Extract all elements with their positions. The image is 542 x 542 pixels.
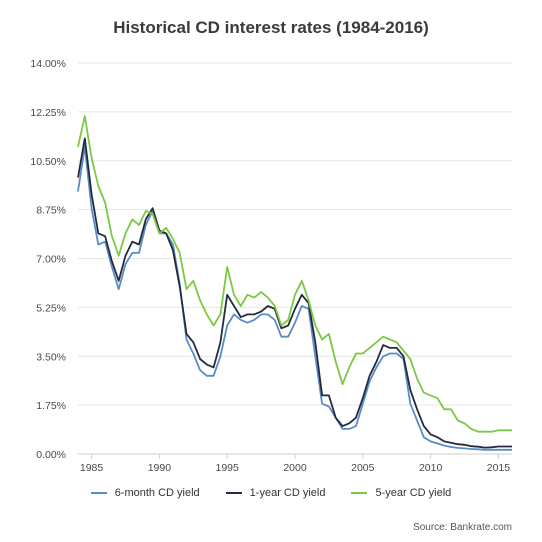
chart-title: Historical CD interest rates (1984-2016) [113, 18, 429, 37]
y-tick-label: 1.75% [36, 400, 66, 412]
y-tick-label: 14.00% [30, 58, 66, 70]
y-tick-label: 3.50% [36, 351, 66, 363]
legend: 6-month CD yield 1-year CD yield 5-year CD… [0, 487, 542, 499]
y-tick-label: 10.50% [30, 156, 66, 168]
legend-label: 1-year CD yield [249, 487, 326, 499]
legend-label: 5-year CD yield [375, 487, 452, 499]
series-line-1 [77, 145, 512, 451]
legend-swatch [351, 492, 368, 494]
legend-swatch [90, 492, 107, 494]
x-tick-label: 2005 [351, 462, 375, 474]
legend-item[interactable]: 5-year CD yield [351, 487, 451, 499]
x-tick-label: 2015 [487, 462, 511, 474]
y-axis-tick-labels: 0.00% 1.75% 3.50% 5.25% 7.00% 8.75% 10.50% 12.2… [30, 58, 66, 461]
x-tick-label: 1995 [216, 462, 240, 474]
source-note: Source: Bankrate.com [413, 522, 512, 533]
x-axis-tick-labels: 1985 1990 1995 2000 2005 2010 2015 [80, 454, 510, 474]
y-tick-label: 5.25% [36, 302, 66, 314]
grid-lines [78, 62, 512, 455]
x-tick-label: 2000 [283, 462, 307, 474]
series-line-3 [77, 115, 512, 433]
legend-label: 6-month CD yield [114, 487, 200, 499]
legend-item[interactable]: 1-year CD yield [225, 487, 326, 499]
series-lines [77, 115, 512, 451]
y-tick-label: 7.00% [36, 254, 66, 266]
y-tick-label: 12.25% [30, 107, 66, 119]
legend-item[interactable]: 6-month CD yield [90, 487, 200, 499]
x-tick-label: 2010 [419, 462, 443, 474]
legend-swatch [225, 492, 242, 494]
x-tick-label: 1985 [80, 462, 104, 474]
y-tick-label: 8.75% [36, 205, 66, 217]
x-tick-label: 1990 [148, 462, 172, 474]
y-tick-label: 0.00% [36, 449, 66, 461]
